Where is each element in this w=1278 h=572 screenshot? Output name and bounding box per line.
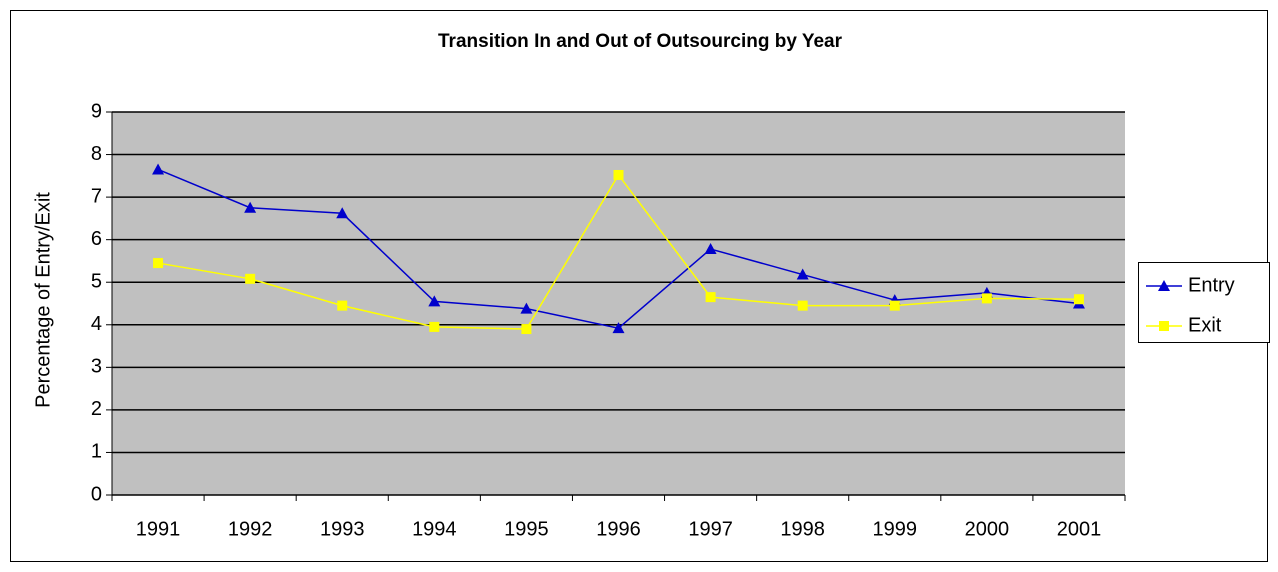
x-tick-label: 1994 xyxy=(412,518,457,540)
x-tick-label: 1995 xyxy=(504,518,549,540)
y-tick-label: 5 xyxy=(91,271,102,293)
y-tick-label: 7 xyxy=(91,185,102,207)
y-tick-label: 4 xyxy=(91,313,102,335)
data-point xyxy=(153,258,164,269)
x-tick-label: 1999 xyxy=(873,518,918,540)
x-tick-label: 1992 xyxy=(228,518,273,540)
data-point xyxy=(152,163,165,175)
data-point xyxy=(705,292,716,303)
data-point xyxy=(889,300,900,311)
data-point xyxy=(429,321,440,332)
data-point xyxy=(428,295,441,307)
data-point xyxy=(336,207,349,219)
data-point xyxy=(244,201,257,213)
data-point xyxy=(337,300,348,311)
x-tick-label: 1997 xyxy=(688,518,733,540)
data-point xyxy=(981,293,992,304)
y-tick-label: 2 xyxy=(91,398,102,420)
chart-title: Transition In and Out of Outsourcing by … xyxy=(438,31,843,52)
legend-marker xyxy=(1158,280,1170,291)
y-tick-label: 1 xyxy=(91,441,102,463)
data-point xyxy=(520,302,533,314)
y-tick-label: 8 xyxy=(91,143,102,165)
data-point xyxy=(797,300,808,311)
y-tick-label: 3 xyxy=(91,356,102,378)
data-point xyxy=(613,169,624,180)
data-point xyxy=(245,273,256,284)
data-point xyxy=(521,324,532,335)
legend-label: Exit xyxy=(1188,314,1222,336)
data-point xyxy=(796,268,809,280)
legend-label: Entry xyxy=(1188,274,1235,296)
plot-area xyxy=(112,112,1125,495)
data-point xyxy=(704,243,717,255)
x-tick-label: 2000 xyxy=(965,518,1010,540)
data-point xyxy=(612,322,625,334)
legend-marker xyxy=(1159,321,1169,331)
x-tick-label: 1993 xyxy=(320,518,365,540)
x-tick-label: 1991 xyxy=(136,518,181,540)
y-axis-label: Percentage of Entry/Exit xyxy=(32,192,54,408)
x-tick-label: 2001 xyxy=(1057,518,1102,540)
y-tick-label: 0 xyxy=(91,483,102,505)
y-tick-label: 6 xyxy=(91,228,102,250)
x-tick-label: 1998 xyxy=(780,518,825,540)
data-point xyxy=(1073,294,1084,305)
y-tick-label: 9 xyxy=(91,100,102,122)
x-tick-label: 1996 xyxy=(596,518,641,540)
